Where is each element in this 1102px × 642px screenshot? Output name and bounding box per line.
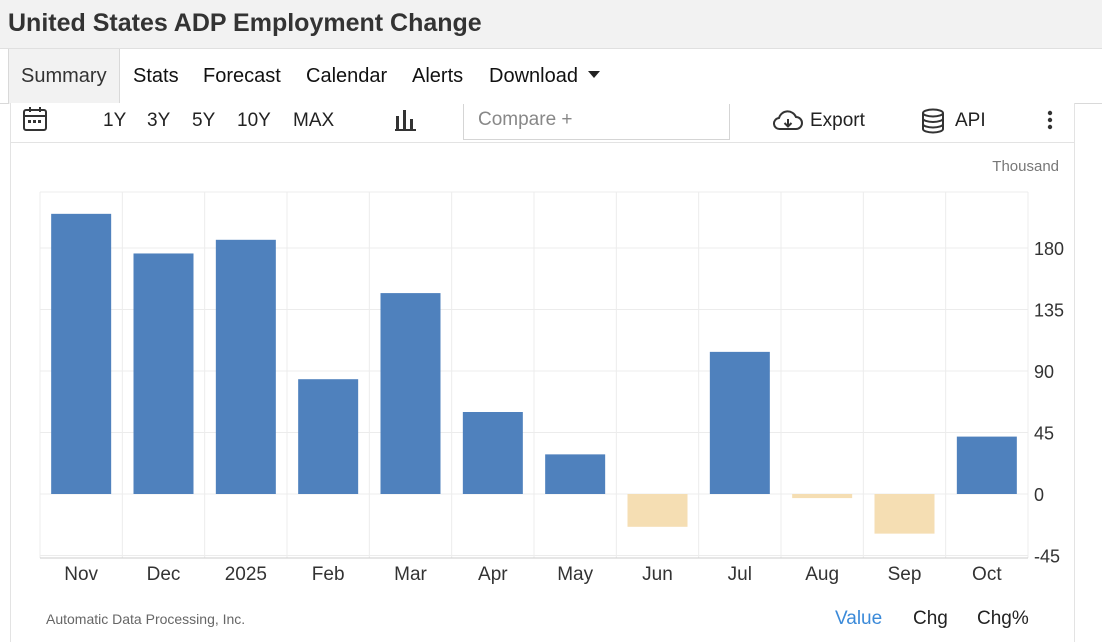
bar-dec[interactable]	[133, 253, 194, 494]
x-tick-label: Dec	[147, 564, 181, 585]
x-tick-label: Jun	[642, 564, 673, 585]
bar-oct[interactable]	[956, 436, 1017, 494]
tab-download-label: Download	[489, 65, 578, 87]
y-tick-label: 0	[1034, 485, 1044, 505]
caret-down-icon	[587, 71, 600, 79]
x-tick-label: Oct	[972, 564, 1002, 585]
bar-2025[interactable]	[215, 239, 276, 494]
range-3y-button[interactable]: 3Y	[147, 110, 171, 131]
range-10y-button[interactable]: 10Y	[237, 110, 271, 131]
x-tick-label: Sep	[888, 564, 922, 585]
more-options-icon[interactable]	[1043, 108, 1057, 142]
compare-placeholder: Compare +	[478, 109, 573, 130]
bar-aug[interactable]	[792, 494, 853, 499]
header-bar: United States ADP Employment Change	[0, 0, 1102, 49]
page-title: United States ADP Employment Change	[8, 9, 482, 37]
range-5y-button[interactable]: 5Y	[192, 110, 216, 131]
x-tick-label: Nov	[64, 564, 98, 585]
api-button[interactable]: API	[921, 104, 986, 138]
tab-alerts[interactable]: Alerts	[412, 65, 464, 87]
bar-sep[interactable]	[874, 494, 935, 534]
x-tick-label: Aug	[805, 564, 839, 585]
tab-forecast[interactable]: Forecast	[203, 65, 281, 87]
chart-panel	[10, 143, 1075, 642]
tab-bar: Summary Stats Forecast Calendar Alerts D…	[0, 49, 1102, 104]
tab-calendar[interactable]: Calendar	[306, 65, 388, 87]
x-tick-label: 2025	[225, 564, 267, 585]
chg-toggle[interactable]: Chg	[913, 608, 948, 629]
x-tick-label: Feb	[312, 564, 345, 585]
unit-label: Thousand	[992, 158, 1059, 175]
bar-nov[interactable]	[51, 213, 112, 495]
database-icon	[922, 108, 944, 134]
y-tick-label: -45	[1034, 547, 1060, 567]
y-tick-label: 180	[1034, 239, 1064, 259]
compare-input[interactable]: Compare +	[463, 104, 730, 140]
bar-jul[interactable]	[709, 351, 770, 494]
bar-jun[interactable]	[627, 494, 688, 527]
chart-type-icon[interactable]	[395, 108, 417, 142]
tab-download[interactable]: Download	[489, 49, 600, 103]
api-label: API	[955, 110, 986, 131]
export-label: Export	[810, 110, 865, 131]
cloud-download-icon	[773, 110, 803, 130]
bar-mar[interactable]	[380, 293, 441, 494]
chg-percent-toggle[interactable]: Chg%	[977, 608, 1029, 629]
y-tick-label: 90	[1034, 362, 1054, 382]
calendar-icon[interactable]	[22, 106, 48, 140]
tab-summary[interactable]: Summary	[8, 49, 120, 104]
range-1y-button[interactable]: 1Y	[103, 110, 127, 131]
bar-may[interactable]	[545, 454, 606, 494]
value-toggle[interactable]: Value	[835, 608, 883, 629]
source-label: Automatic Data Processing, Inc.	[46, 611, 246, 627]
bar-feb[interactable]	[298, 379, 359, 494]
y-tick-label: 135	[1034, 301, 1064, 321]
x-tick-label: Apr	[478, 564, 508, 585]
export-button[interactable]: Export	[772, 104, 865, 138]
x-tick-label: Mar	[394, 564, 427, 585]
x-tick-label: May	[557, 564, 593, 585]
chart-toolbar	[10, 103, 1075, 143]
y-tick-label: 45	[1034, 424, 1054, 444]
tab-stats[interactable]: Stats	[133, 65, 179, 87]
bar-apr[interactable]	[462, 412, 523, 494]
x-tick-label: Jul	[728, 564, 752, 585]
range-max-button[interactable]: MAX	[293, 110, 335, 131]
